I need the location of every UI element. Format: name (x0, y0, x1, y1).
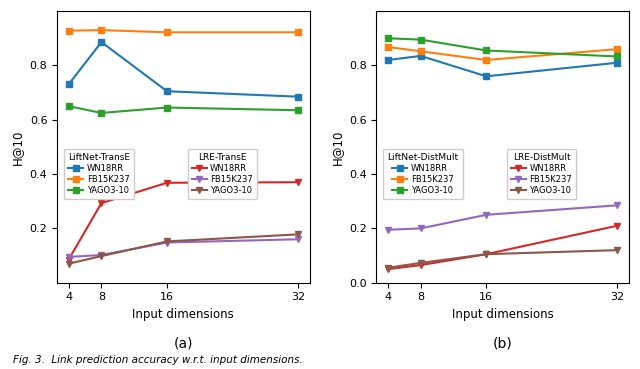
Text: (a): (a) (173, 337, 193, 351)
Y-axis label: H@10: H@10 (330, 129, 344, 165)
Text: Fig. 3.  Link prediction accuracy w.r.t. input dimensions.: Fig. 3. Link prediction accuracy w.r.t. … (13, 355, 303, 365)
Legend: WN18RR, FB15K237, YAGO3-10: WN18RR, FB15K237, YAGO3-10 (188, 149, 257, 199)
Legend: WN18RR, FB15K237, YAGO3-10: WN18RR, FB15K237, YAGO3-10 (507, 149, 576, 199)
Y-axis label: H@10: H@10 (11, 129, 24, 165)
X-axis label: Input dimensions: Input dimensions (132, 308, 234, 321)
Text: (b): (b) (493, 337, 513, 351)
X-axis label: Input dimensions: Input dimensions (452, 308, 554, 321)
